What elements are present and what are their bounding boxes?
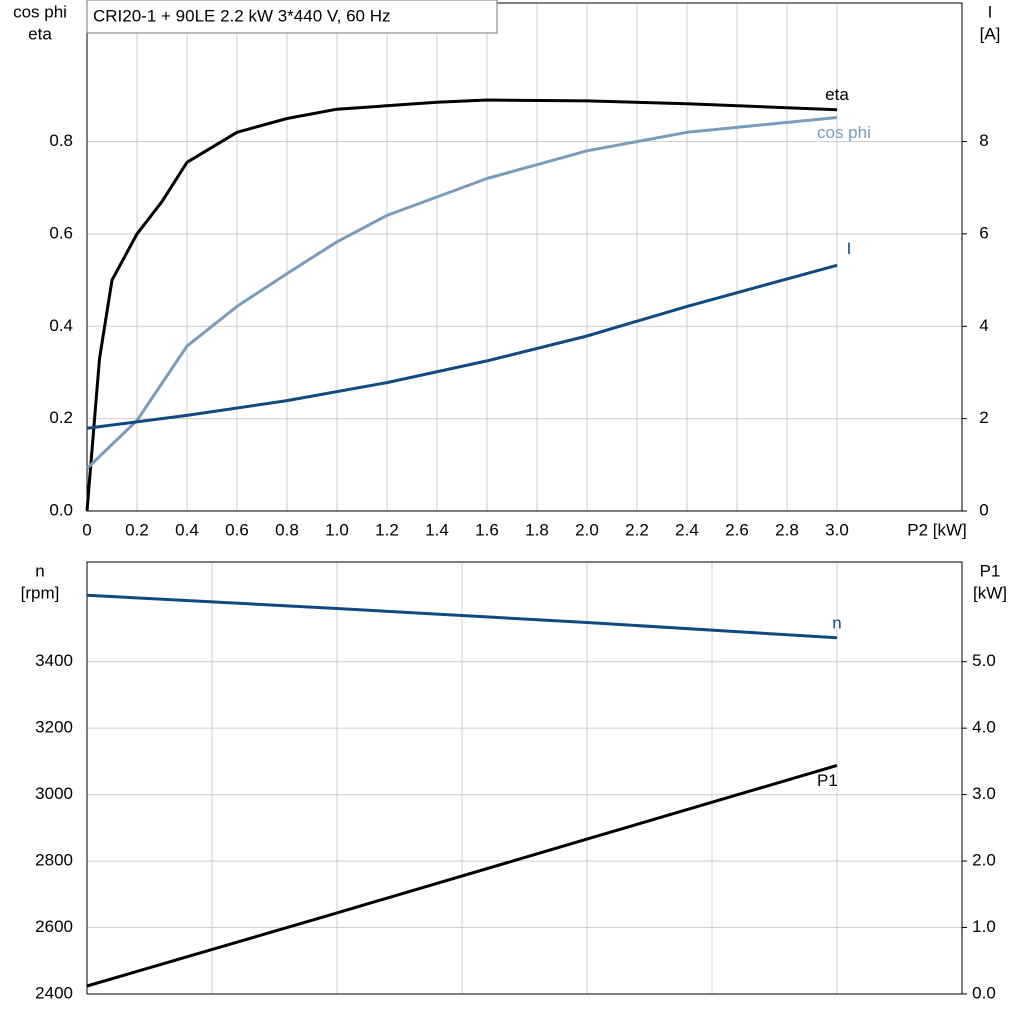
series-line bbox=[85, 116, 838, 470]
y-tick-label: 0.6 bbox=[49, 223, 73, 242]
x-axis-title: P2 [kW] bbox=[907, 520, 967, 539]
y2-tick-label: 2.0 bbox=[972, 851, 996, 870]
x-tick-label: 1.0 bbox=[325, 520, 349, 539]
x-tick-label: 0.8 bbox=[275, 520, 299, 539]
series-label: I bbox=[847, 239, 852, 258]
plot-frame bbox=[86, 561, 963, 995]
series-label: n bbox=[832, 613, 841, 632]
x-tick-label: 2.4 bbox=[675, 520, 699, 539]
y2-axis-title: P1 bbox=[980, 561, 1001, 580]
y2-tick-label: 8 bbox=[979, 131, 988, 150]
x-tick-label: 0.2 bbox=[125, 520, 149, 539]
y-tick-label: 3000 bbox=[35, 784, 73, 803]
y2-tick-label: 2 bbox=[979, 408, 988, 427]
y2-tick-label: 4.0 bbox=[972, 718, 996, 737]
y-tick-label: 2400 bbox=[35, 983, 73, 1002]
title-box bbox=[86, 0, 498, 34]
x-tick-label: 1.2 bbox=[375, 520, 399, 539]
y-axis-title: n bbox=[35, 561, 44, 580]
y-axis-title: [rpm] bbox=[21, 583, 60, 602]
series-line bbox=[85, 98, 838, 512]
plot-frame bbox=[86, 2, 963, 512]
y2-axis-title: I bbox=[988, 2, 993, 21]
series-line bbox=[86, 263, 838, 430]
y-tick-label: 0.8 bbox=[49, 131, 73, 150]
x-tick-label: 2.2 bbox=[625, 520, 649, 539]
y2-tick-label: 6 bbox=[979, 223, 988, 242]
series-line bbox=[86, 593, 838, 640]
series-label: P1 bbox=[817, 771, 838, 790]
x-tick-label: 1.6 bbox=[475, 520, 499, 539]
x-tick-label: 1.8 bbox=[525, 520, 549, 539]
x-tick-label: 0 bbox=[82, 520, 91, 539]
chart-title: CRI20-1 + 90LE 2.2 kW 3*440 V, 60 Hz bbox=[93, 6, 391, 25]
x-tick-label: 0.4 bbox=[175, 520, 199, 539]
y-axis-title: cos phi bbox=[13, 2, 67, 21]
y-tick-label: 0.2 bbox=[49, 408, 73, 427]
y-tick-label: 3400 bbox=[35, 651, 73, 670]
y-tick-label: 2600 bbox=[35, 917, 73, 936]
y2-tick-label: 5.0 bbox=[972, 651, 996, 670]
y2-tick-label: 3.0 bbox=[972, 784, 996, 803]
y2-tick-label: 4 bbox=[979, 316, 988, 335]
y2-tick-label: 0 bbox=[979, 500, 988, 519]
series-line bbox=[86, 763, 838, 988]
x-tick-label: 1.4 bbox=[425, 520, 449, 539]
x-tick-label: 2.6 bbox=[725, 520, 749, 539]
y-tick-label: 0.0 bbox=[49, 500, 73, 519]
y-tick-label: 0.4 bbox=[49, 316, 73, 335]
y-tick-label: 2800 bbox=[35, 851, 73, 870]
x-tick-label: 2.8 bbox=[775, 520, 799, 539]
series-label: eta bbox=[825, 85, 849, 104]
series-label: cos phi bbox=[817, 123, 871, 142]
y2-tick-label: 0.0 bbox=[972, 983, 996, 1002]
x-tick-label: 2.0 bbox=[575, 520, 599, 539]
y-axis-title: eta bbox=[28, 24, 52, 43]
y2-tick-label: 1.0 bbox=[972, 917, 996, 936]
y2-axis-title: [A] bbox=[980, 24, 1001, 43]
y2-axis-title: [kW] bbox=[973, 583, 1007, 602]
x-tick-label: 0.6 bbox=[225, 520, 249, 539]
y-tick-label: 3200 bbox=[35, 718, 73, 737]
x-tick-label: 3.0 bbox=[825, 520, 849, 539]
